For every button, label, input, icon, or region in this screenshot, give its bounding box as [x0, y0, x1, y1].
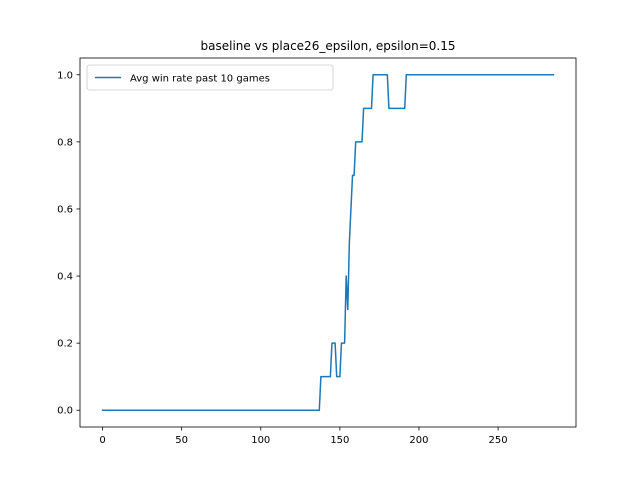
x-tick-label: 150 — [330, 435, 349, 446]
legend: Avg win rate past 10 games — [86, 64, 334, 91]
y-tick-label: 0.0 — [57, 406, 73, 417]
y-tick-label: 0.8 — [57, 137, 73, 148]
x-axis: 0 50 100 150 200 250 — [99, 427, 508, 446]
series-line-0 — [101, 74, 555, 411]
x-tick-label: 250 — [489, 435, 508, 446]
x-tick-label: 0 — [99, 435, 105, 446]
y-axis: 0.0 0.2 0.4 0.6 0.8 1.0 — [57, 70, 80, 417]
legend-label: Avg win rate past 10 games — [130, 74, 270, 85]
y-tick-label: 0.2 — [57, 339, 73, 350]
x-tick-label: 50 — [175, 435, 188, 446]
chart-title: baseline vs place26_epsilon, epsilon=0.1… — [201, 39, 456, 53]
y-tick-label: 0.4 — [57, 272, 73, 283]
legend-box — [86, 64, 334, 91]
axes-frame — [79, 57, 577, 428]
x-tick-label: 100 — [251, 435, 270, 446]
y-tick-label: 1.0 — [57, 70, 73, 81]
y-tick-label: 0.6 — [57, 204, 73, 215]
plot-area — [79, 57, 577, 428]
x-tick-label: 200 — [409, 435, 428, 446]
series-layer — [101, 74, 555, 411]
